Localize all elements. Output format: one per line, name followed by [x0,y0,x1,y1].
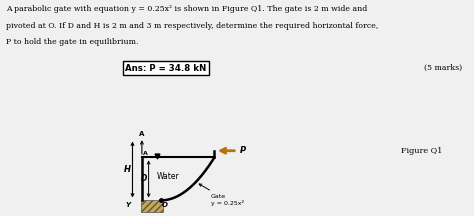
Bar [141,200,164,212]
Text: (5 marks): (5 marks) [424,64,462,72]
Text: Figure Q1: Figure Q1 [401,147,442,155]
Text: P to hold the gate in equilibrium.: P to hold the gate in equilibrium. [6,38,138,46]
Text: Ans: P = 34.8 kN: Ans: P = 34.8 kN [125,64,207,73]
Text: H: H [124,165,131,174]
Text: O: O [162,202,168,208]
Text: Gate
y = 0.25x²: Gate y = 0.25x² [199,184,244,206]
Text: A parabolic gate with equation y = 0.25x² is shown in Figure Q1. The gate is 2 m: A parabolic gate with equation y = 0.25x… [6,5,367,13]
Text: P: P [239,146,246,155]
Text: pivoted at O. If D and H is 2 m and 3 m respectively, determine the required hor: pivoted at O. If D and H is 2 m and 3 m … [6,22,378,30]
Text: Y: Y [126,202,131,208]
Text: A: A [143,151,148,156]
Text: A: A [139,131,144,137]
Text: Water: Water [157,172,180,181]
Text: D: D [141,175,147,183]
